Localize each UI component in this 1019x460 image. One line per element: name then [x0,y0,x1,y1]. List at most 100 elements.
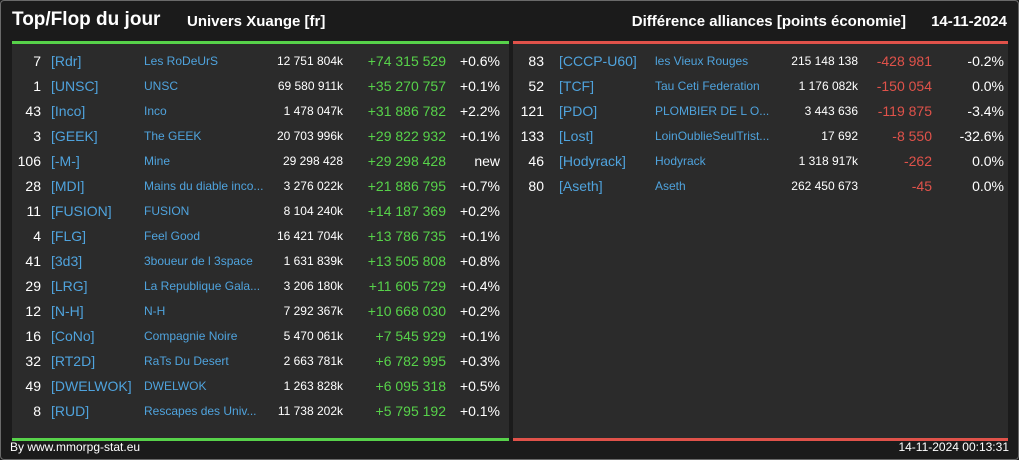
points-difference: -262 [903,153,932,169]
points-difference: +74 315 529 [367,53,446,69]
alliance-name-link[interactable]: UNSC [144,79,179,93]
alliance-rank: 4 [33,228,41,244]
alliance-name-link[interactable]: Aseth [655,179,686,193]
alliance-rank: 11 [26,203,41,219]
alliance-tag-link[interactable]: [RT2D] [51,353,96,369]
alliance-tag-link[interactable]: [PDO] [559,103,598,119]
points-difference: -428 981 [876,53,932,69]
alliance-points: 1 263 828k [283,379,343,393]
alliance-tag-link[interactable]: [3d3] [51,253,83,269]
alliance-tag-link[interactable]: [Inco] [51,103,86,119]
alliance-name-link[interactable]: Hodyrack [655,154,706,168]
alliance-rank: 133 [520,128,544,144]
alliance-name-link[interactable]: Mains du diable inco... [144,179,264,193]
alliance-name-link[interactable]: 3boueur de l 3space [144,254,253,268]
alliance-name-link[interactable]: Feel Good [144,229,201,243]
percent-change: +0.4% [459,278,500,294]
alliance-name-link[interactable]: les Vieux Rouges [655,54,749,68]
alliance-tag-link[interactable]: [GEEK] [51,128,98,144]
percent-change: +0.3% [459,353,500,369]
alliance-rank: 16 [25,328,41,344]
alliance-points: 262 450 673 [791,179,858,193]
list-item: 106 [-M-] Mine 29 298 428 +29 298 428 new [12,149,509,174]
alliance-name-link[interactable]: N-H [144,304,166,318]
points-difference: -150 054 [876,78,932,94]
list-item: 133 [Lost] LoinOublieSeulTrist... 17 692 -8 … [513,124,1008,149]
list-item: 1 [UNSC] UNSC 69 580 911k +35 270 757 +0.1% [12,74,509,99]
alliance-points: 3 443 636 [804,104,858,118]
alliance-name-link[interactable]: PLOMBIER DE L O... [655,104,770,118]
alliance-name-link[interactable]: Tau Ceti Federation [655,79,760,93]
subject-label: Différence alliances [points économie] [631,13,906,30]
alliance-rank: 106 [17,153,41,169]
alliance-points: 17 692 [821,129,858,143]
alliance-tag-link[interactable]: [FUSION] [51,203,112,219]
alliance-tag-link[interactable]: [Rdr] [51,53,82,69]
alliance-rank: 7 [33,53,41,69]
alliance-rank: 52 [528,78,544,94]
alliance-points: 12 751 804k [276,54,343,68]
percent-change: 0.0% [972,178,1004,194]
percent-change: +0.8% [459,253,500,269]
alliance-tag-link[interactable]: [UNSC] [51,78,99,94]
alliance-rank: 12 [25,303,41,319]
header-date: 14-11-2024 [931,13,1007,30]
alliance-rank: 29 [25,278,41,294]
alliance-rank: 121 [520,103,544,119]
points-difference: -8 550 [892,128,932,144]
alliance-name-link[interactable]: Inco [144,104,167,118]
alliance-tag-link[interactable]: [Hodyrack] [559,153,626,169]
percent-change: +0.1% [459,328,500,344]
alliance-tag-link[interactable]: [DWELWOK] [51,378,132,394]
percent-change: +0.6% [459,53,500,69]
alliance-tag-link[interactable]: [TCF] [559,78,594,94]
alliance-tag-link[interactable]: [FLG] [51,228,87,244]
alliance-tag-link[interactable]: [LRG] [51,278,88,294]
alliance-points: 1 176 082k [798,79,858,93]
alliance-name-link[interactable]: Les RoDeUrS [144,54,219,68]
percent-change: +0.1% [459,78,500,94]
alliance-name-link[interactable]: Rescapes des Univ... [144,404,257,418]
alliance-tag-link[interactable]: [MDI] [51,178,85,194]
alliance-rank: 32 [25,353,41,369]
alliance-name-link[interactable]: LoinOublieSeulTrist... [655,129,770,143]
alliance-tag-link[interactable]: [Aseth] [559,178,603,194]
alliance-tag-link[interactable]: [Lost] [559,128,594,144]
points-difference: +7 545 929 [375,328,446,344]
top-panel: 7 [Rdr] Les RoDeUrS 12 751 804k +74 315 529 +… [12,41,509,441]
alliance-points: 3 276 022k [283,179,343,193]
alliance-name-link[interactable]: Mine [144,154,171,168]
points-difference: +6 095 318 [375,378,446,394]
alliance-name-link[interactable]: Compagnie Noire [144,329,238,343]
alliance-points: 8 104 240k [283,204,343,218]
points-difference: +29 822 932 [367,128,446,144]
points-difference: +21 886 795 [367,178,446,194]
alliance-name-link[interactable]: La Republique Gala... [144,279,261,293]
alliance-tag-link[interactable]: [CoNo] [51,328,95,344]
points-difference: +11 605 729 [368,278,446,294]
alliance-name-link[interactable]: RaTs Du Desert [144,354,229,368]
alliance-rank: 1 [33,78,41,94]
alliance-name-link[interactable]: DWELWOK [144,379,207,393]
points-difference: +13 786 735 [367,228,446,244]
list-item: 43 [Inco] Inco 1 478 047k +31 886 782 +2.2% [12,99,509,124]
alliance-tag-link[interactable]: [-M-] [51,153,80,169]
list-item: 12 [N-H] N-H 7 292 367k +10 668 030 +0.2% [12,299,509,324]
percent-change: +0.1% [459,403,500,419]
alliance-name-link[interactable]: The GEEK [144,129,202,143]
percent-change: 0.0% [972,153,1004,169]
list-item: 28 [MDI] Mains du diable inco... 3 276 022k… [12,174,509,199]
points-difference: +13 505 808 [367,253,446,269]
alliance-rank: 28 [25,178,41,194]
generated-timestamp: 14-11-2024 00:13:31 [898,440,1009,454]
percent-change: -3.4% [967,103,1004,119]
alliance-points: 2 663 781k [283,354,343,368]
alliance-tag-link[interactable]: [N-H] [51,303,84,319]
site-credit-link[interactable]: By www.mmorpg-stat.eu [10,440,141,454]
list-item: 32 [RT2D] RaTs Du Desert 2 663 781k +6 782 9… [12,349,509,374]
header: Top/Flop du jour Univers Xuange [fr] Dif… [1,1,1018,41]
alliance-tag-link[interactable]: [RUD] [51,403,90,419]
alliance-name-link[interactable]: FUSION [144,204,190,218]
alliance-tag-link[interactable]: [CCCP-U60] [559,53,637,69]
